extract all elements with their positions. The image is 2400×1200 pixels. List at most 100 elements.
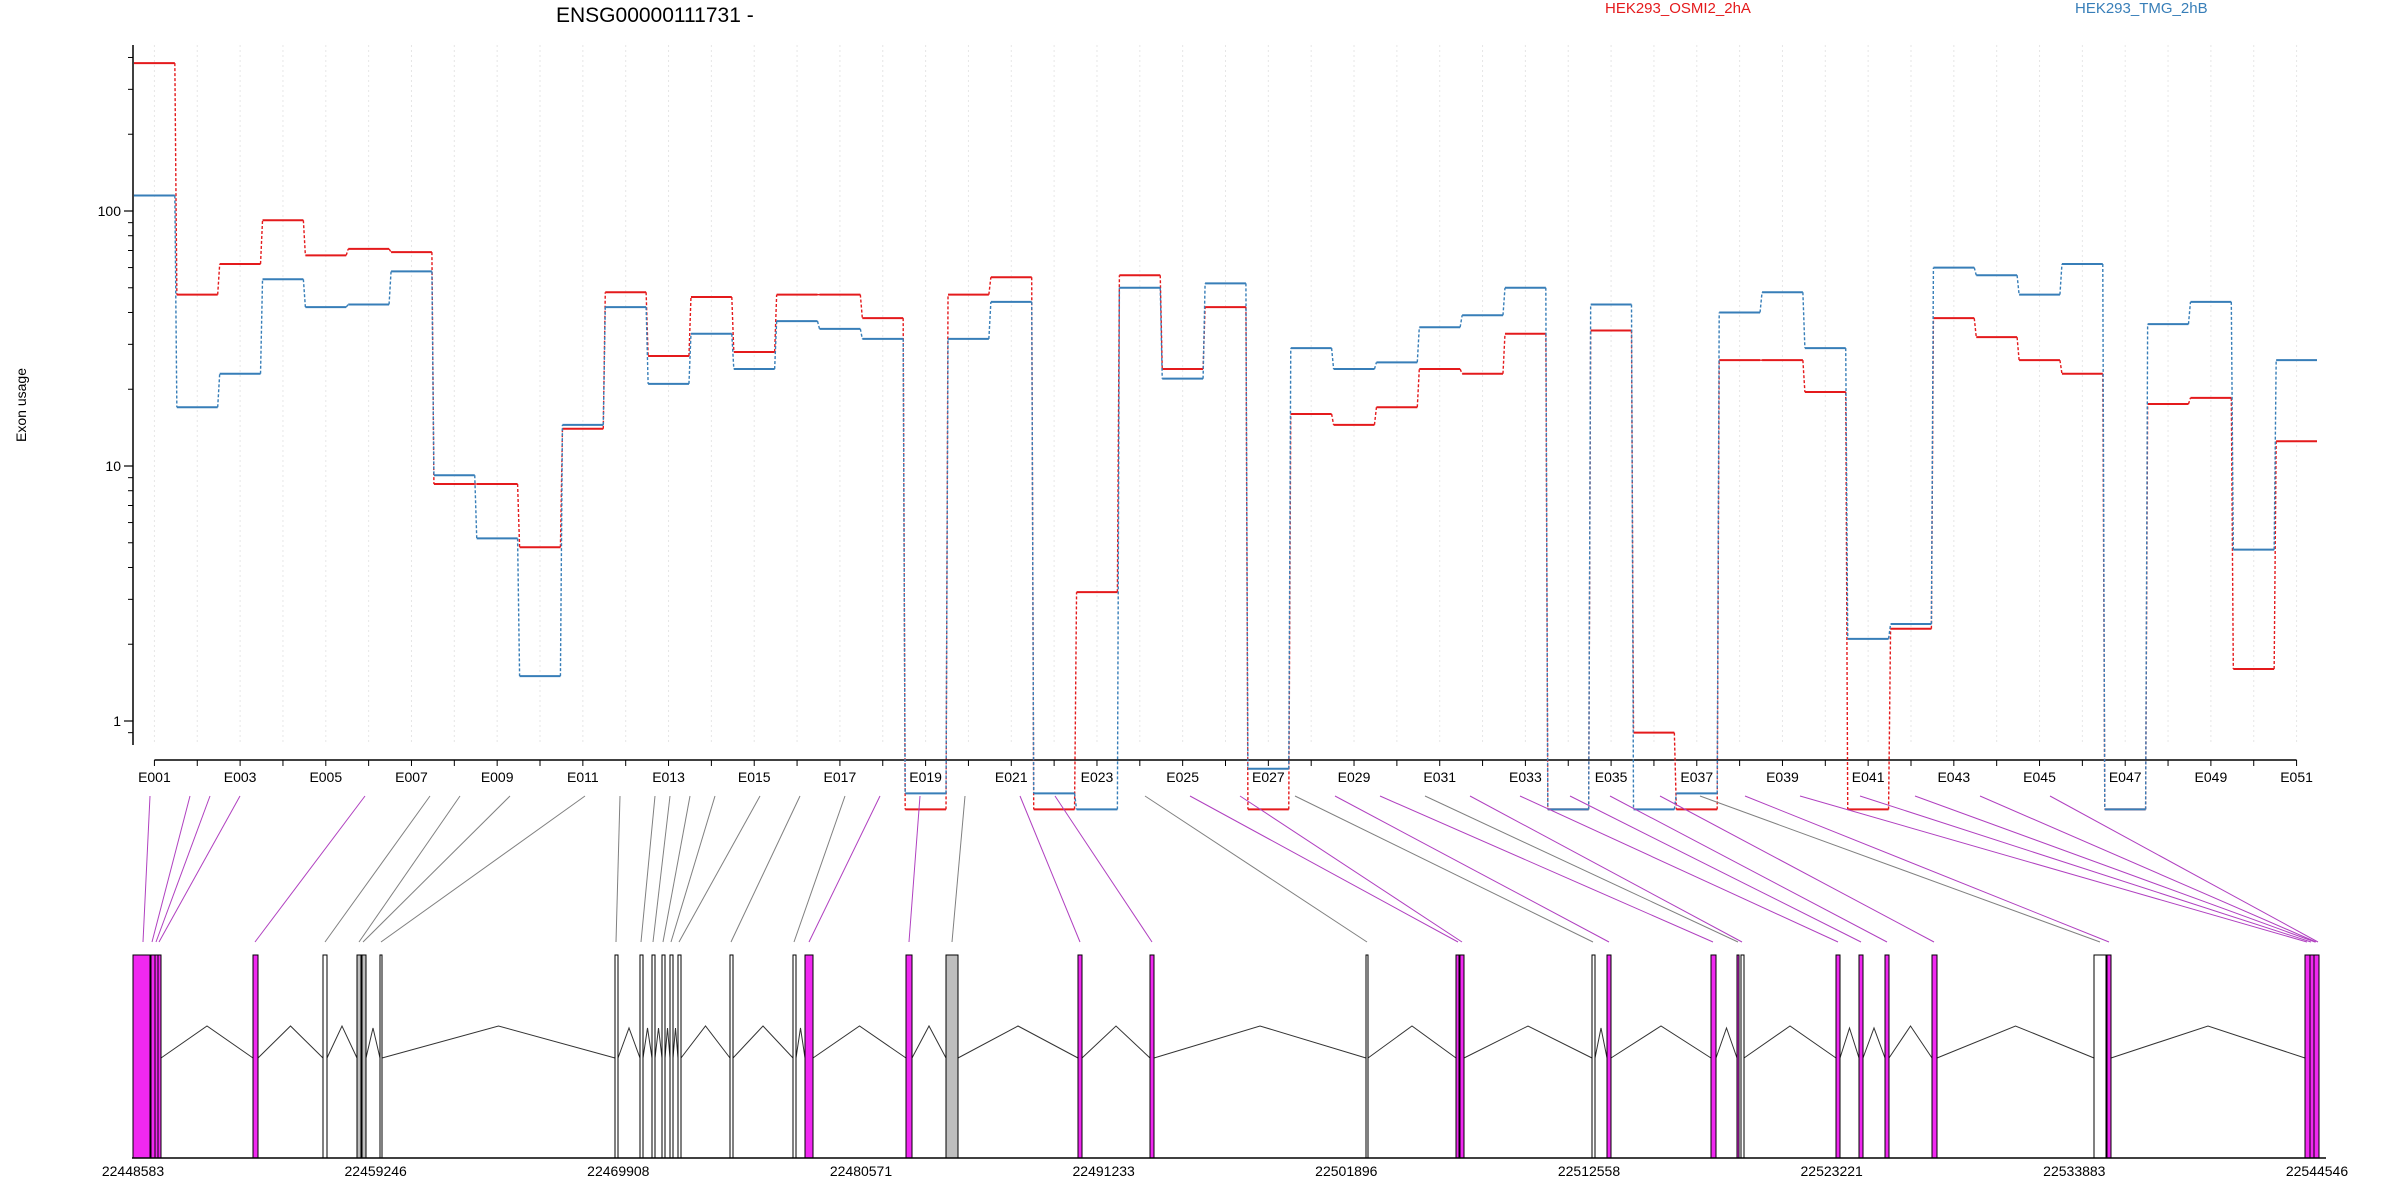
exon-usage-connector (902, 338, 906, 794)
intron-line (664, 1027, 671, 1059)
exon-connector (155, 795, 211, 943)
intron-line (1743, 1025, 1837, 1059)
intron-line (1367, 1025, 1457, 1059)
exon-usage-connector (1587, 304, 1592, 810)
intron-line (617, 1026, 641, 1059)
series-lines (134, 62, 2317, 811)
exon-box (361, 954, 367, 1159)
exon-usage-connector (2144, 324, 2149, 810)
x-tick-label: E039 (1766, 769, 1799, 785)
exon-box (132, 954, 151, 1159)
exon-usage-connector (2230, 397, 2235, 669)
intron-lines (160, 1024, 2306, 1059)
exon-box (2313, 954, 2320, 1159)
exon-usage-connector (1673, 732, 1678, 810)
exon-connector (362, 795, 511, 943)
exon-box (905, 954, 913, 1159)
exon-usage-connector (1245, 283, 1249, 769)
genomic-coordinate-label: 22501896 (1315, 1163, 1378, 1179)
exon-usage-connector (259, 279, 264, 374)
exon-box (1606, 954, 1612, 1159)
exon-usage-connector (174, 195, 178, 408)
genomic-coordinate-label: 22480571 (830, 1163, 893, 1179)
intron-line (680, 1025, 731, 1059)
genomic-coordinate-labels: 22448583 22459246 22469908 22480571 22491233… (102, 1163, 2349, 1179)
exon-box (1455, 954, 1460, 1159)
exon-box (1591, 954, 1596, 1159)
exon-usage-connector (1073, 793, 1078, 810)
exon-box (1858, 954, 1864, 1159)
exon-connector (1469, 795, 1743, 943)
exon-box (651, 954, 656, 1159)
exon-box (252, 954, 259, 1159)
exon-box (1835, 954, 1841, 1159)
intron-line (1936, 1025, 2095, 1059)
exon-connector (151, 795, 191, 943)
exon-connector (640, 795, 656, 943)
exon-usage-connector (988, 277, 992, 295)
exon-connector (908, 795, 921, 943)
exon-connector (1294, 795, 1594, 943)
x-tick-label: E013 (652, 769, 685, 785)
x-tick-label: E031 (1423, 769, 1456, 785)
exon-usage-connector (1630, 304, 1635, 810)
genomic-coordinate-label: 22448583 (102, 1163, 165, 1179)
intron-line (1610, 1025, 1712, 1059)
x-tick-label: E041 (1852, 769, 1885, 785)
exon-box (1740, 954, 1745, 1159)
exon-box (669, 954, 674, 1159)
x-tick-label: E029 (1338, 769, 1371, 785)
x-tick-label: E003 (224, 769, 257, 785)
exon-usage-connector (1416, 327, 1420, 363)
exon-usage-connector (945, 338, 949, 794)
exon-usage-connector (559, 424, 564, 677)
exon-usage-connector (1416, 369, 1420, 408)
exon-usage-connector (1887, 623, 1892, 639)
exon-box (1710, 954, 1717, 1159)
x-tick-label: E049 (2195, 769, 2228, 785)
genomic-coordinate-label: 22523221 (1801, 1163, 1864, 1179)
exon-usage-connector (773, 321, 778, 370)
intron-line (1463, 1025, 1593, 1059)
chart-title: ENSG00000111731 - (556, 4, 754, 27)
exon-connector-lines (142, 795, 2319, 943)
exon-usage-connector (302, 279, 307, 308)
exon-connector (1239, 795, 1463, 943)
exon-usage-connector (2102, 263, 2106, 810)
exon-usage-connector (431, 271, 435, 476)
exon-usage-connector (388, 271, 392, 305)
genomic-coordinate-label: 22459246 (345, 1163, 408, 1179)
exon-box (2106, 954, 2112, 1159)
exon-box (1931, 954, 1938, 1159)
intron-line (732, 1025, 794, 1059)
x-tick-label: E015 (738, 769, 771, 785)
exon-usage-connector (2059, 360, 2063, 374)
exon-connector (730, 795, 801, 943)
exon-usage-connector (1245, 307, 1249, 810)
series-2 (134, 194, 2317, 811)
exon-usage-connector (773, 294, 778, 352)
exon-usage-connector (2016, 337, 2020, 361)
exon-usage-connector (1887, 628, 1892, 810)
exon-connector (358, 795, 461, 943)
exon-boxes (132, 954, 2320, 1159)
exon-connector (142, 795, 151, 943)
exon-box (661, 954, 666, 1159)
x-tick-label: E035 (1595, 769, 1628, 785)
exon-usage-connector (688, 333, 692, 384)
exon-usage-connector (1545, 287, 1549, 810)
y-axis: 1 10 100 (98, 45, 134, 745)
exon-connector (1979, 795, 2317, 943)
exon-usage-connector (1802, 360, 1806, 393)
intron-line (642, 1027, 653, 1059)
exon-connector (793, 795, 846, 943)
intron-line (1888, 1025, 1933, 1059)
x-tick-label: E007 (395, 769, 428, 785)
exon-connector (380, 795, 586, 943)
exon-usage-connector (1373, 362, 1378, 370)
exon-connector (1569, 795, 1862, 943)
exon-box (157, 954, 162, 1159)
exon-usage-connector (302, 220, 307, 256)
exon-usage-connector (1031, 301, 1035, 794)
exon-box (1884, 954, 1890, 1159)
